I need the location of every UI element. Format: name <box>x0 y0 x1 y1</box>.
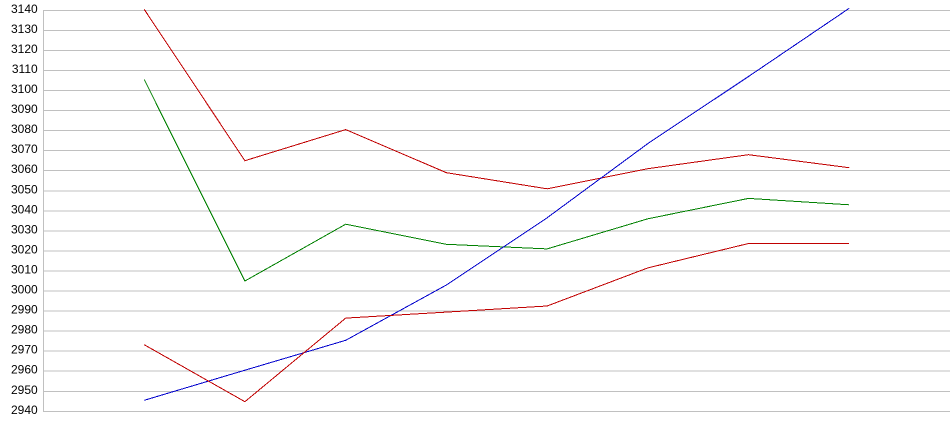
svg-text:3130: 3130 <box>11 22 38 36</box>
svg-text:2940: 2940 <box>11 403 38 417</box>
svg-text:3100: 3100 <box>11 82 38 96</box>
svg-text:3010: 3010 <box>11 262 38 276</box>
svg-text:3000: 3000 <box>11 283 38 297</box>
svg-text:2980: 2980 <box>11 323 38 337</box>
svg-text:3080: 3080 <box>11 122 38 136</box>
svg-text:3020: 3020 <box>11 242 38 256</box>
svg-text:2970: 2970 <box>11 343 38 357</box>
svg-text:3070: 3070 <box>11 142 38 156</box>
svg-text:3030: 3030 <box>11 222 38 236</box>
svg-text:2990: 2990 <box>11 303 38 317</box>
svg-text:3120: 3120 <box>11 42 38 56</box>
svg-text:3110: 3110 <box>12 62 38 76</box>
svg-text:3060: 3060 <box>11 162 38 176</box>
svg-text:2950: 2950 <box>11 383 38 397</box>
svg-text:2960: 2960 <box>11 363 38 377</box>
svg-text:3050: 3050 <box>11 182 38 196</box>
svg-text:3140: 3140 <box>11 2 38 16</box>
svg-text:3090: 3090 <box>11 102 38 116</box>
svg-text:3040: 3040 <box>11 202 38 216</box>
